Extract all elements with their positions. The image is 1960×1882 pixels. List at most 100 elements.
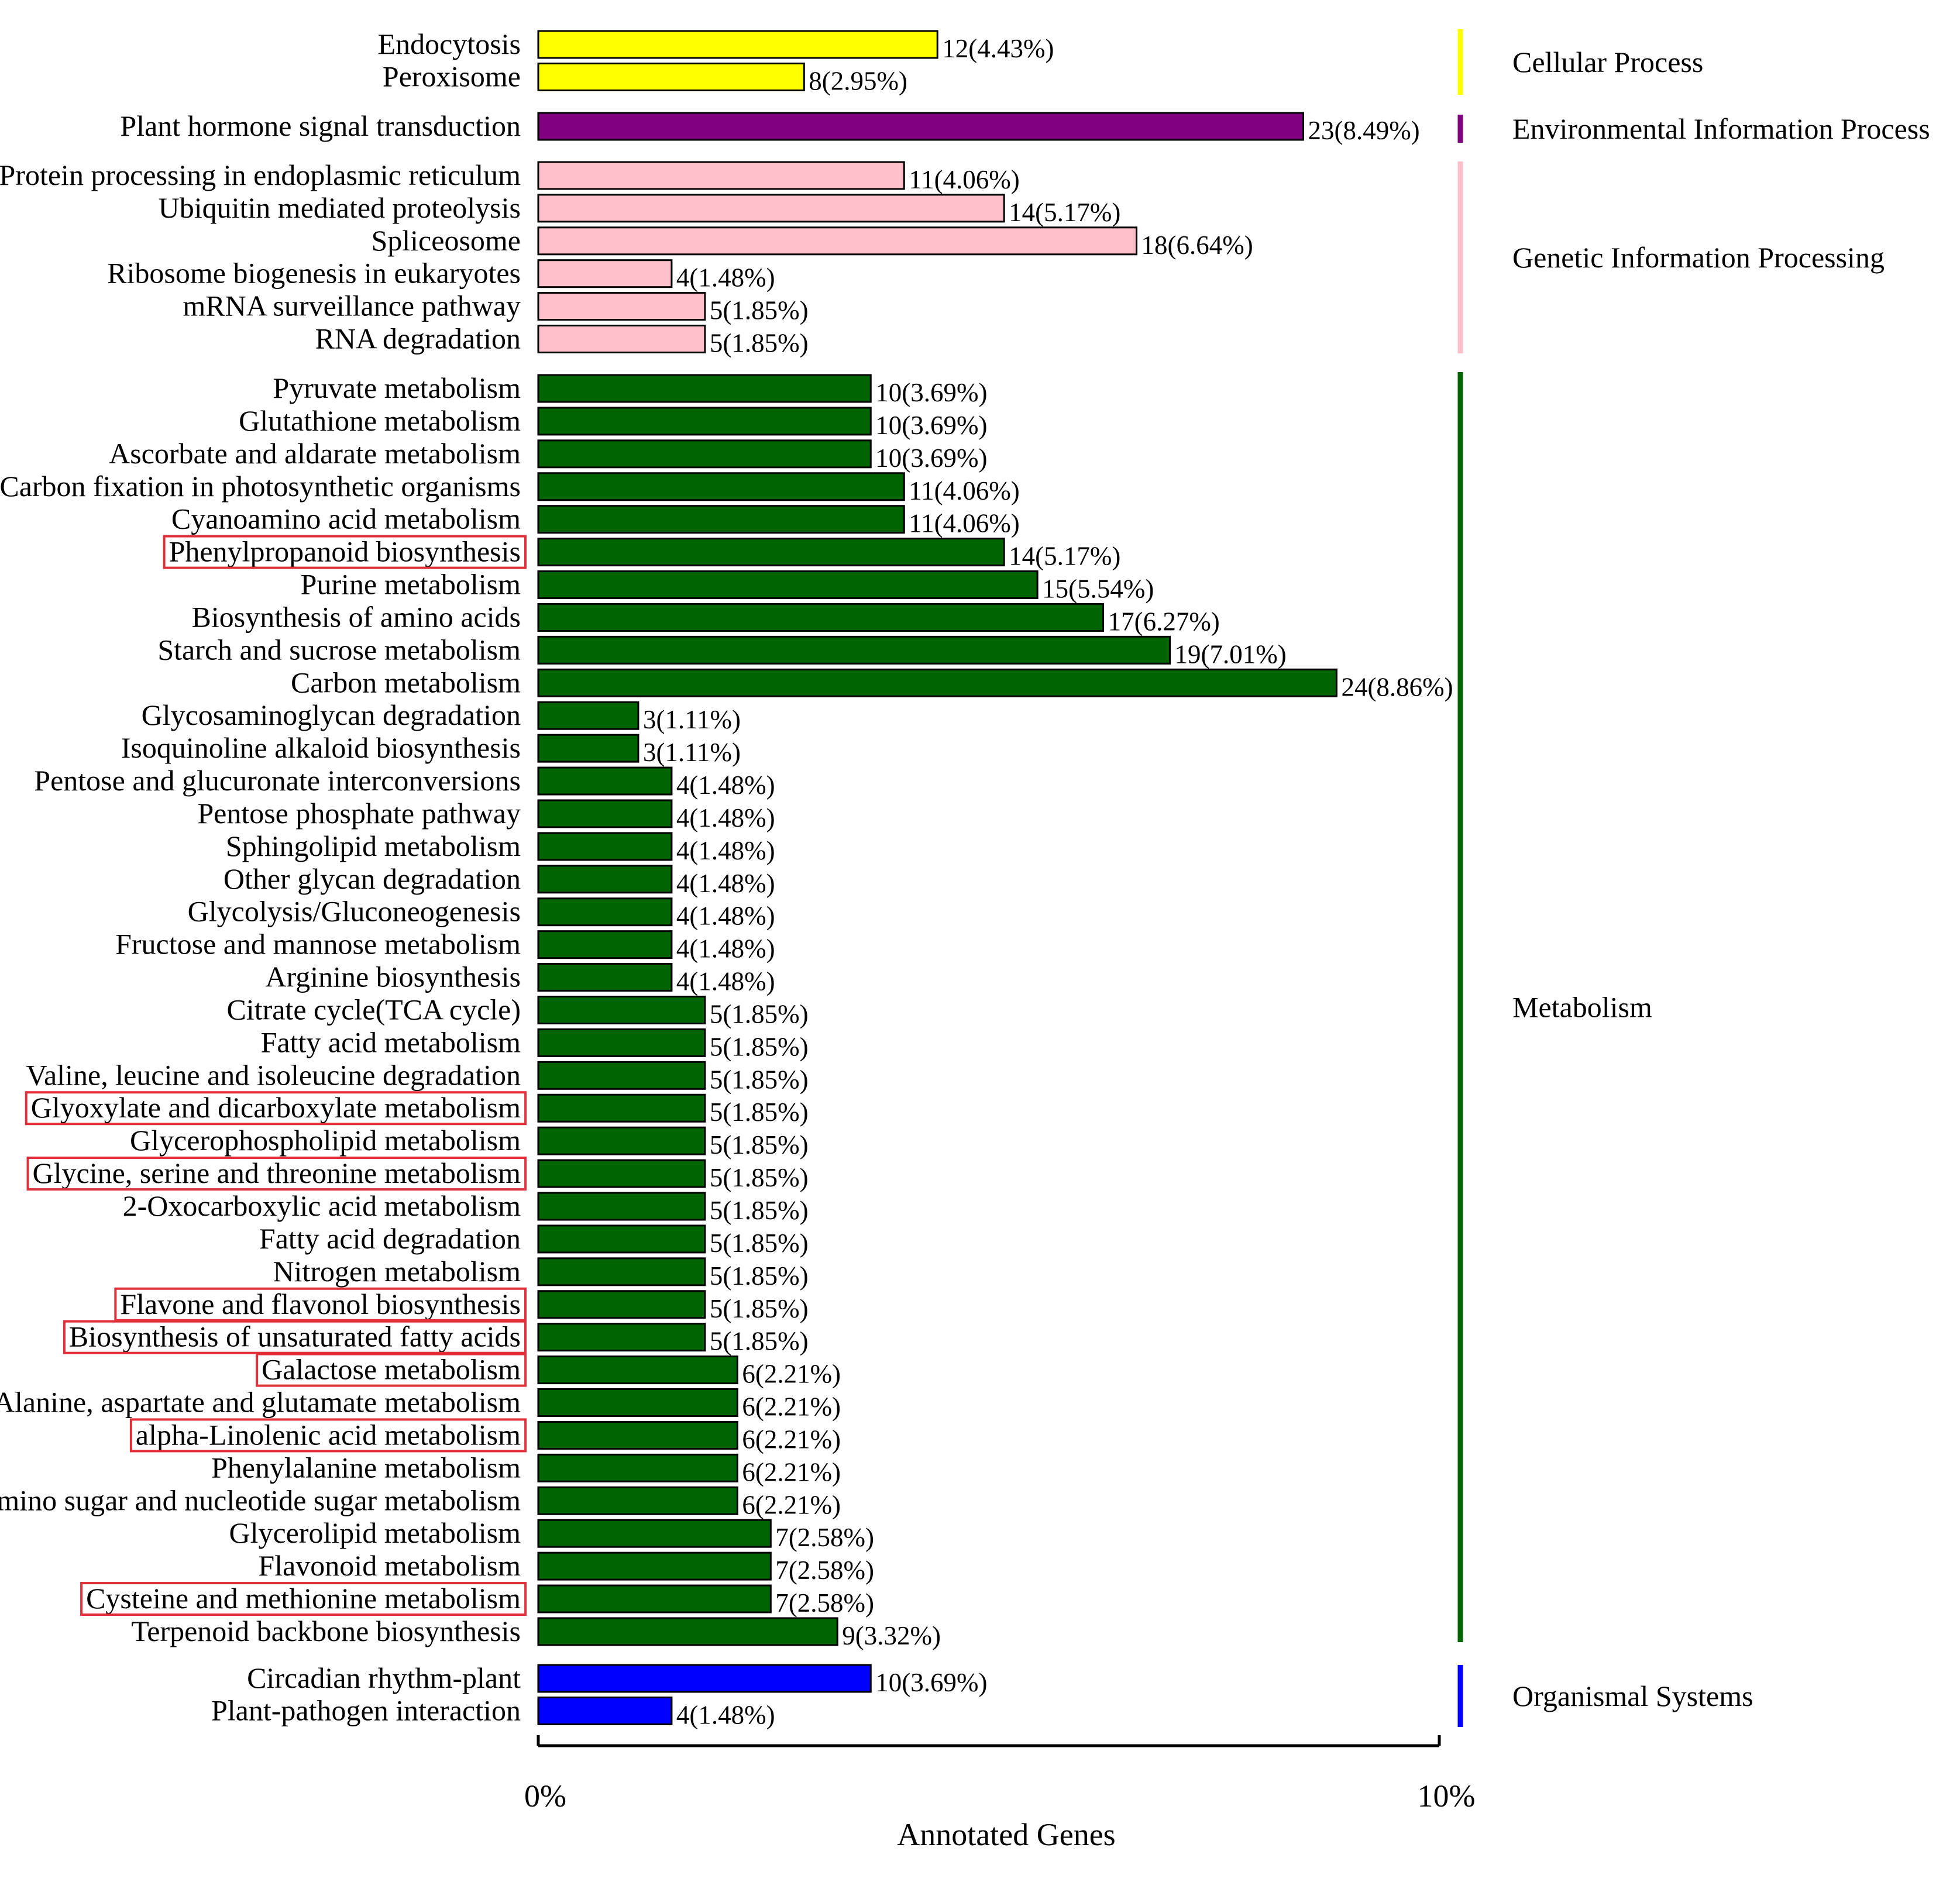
- bar: [537, 1159, 706, 1188]
- bar: [537, 161, 905, 190]
- value-label: 7(2.58%): [775, 1523, 874, 1552]
- bar: [537, 1290, 706, 1319]
- category-label: Fatty acid metabolism: [261, 1026, 521, 1058]
- bar: [537, 603, 1105, 632]
- value-label: 4(1.48%): [676, 1701, 775, 1730]
- value-label: 10(3.69%): [875, 443, 987, 473]
- value-label: 14(5.17%): [1009, 542, 1120, 571]
- category-label: Circadian rhythm-plant: [247, 1661, 521, 1694]
- bar: [537, 1257, 706, 1286]
- value-label: 11(4.06%): [909, 509, 1020, 538]
- category-label: Glyoxylate and dicarboxylate metabolism: [31, 1091, 521, 1124]
- category-label: RNA degradation: [315, 322, 521, 355]
- category-label: Phenylpropanoid biosynthesis: [169, 535, 521, 568]
- value-label: 3(1.11%): [643, 738, 741, 767]
- highlight-box: [163, 535, 527, 569]
- category-label: Fructose and mannose metabolism: [115, 928, 521, 961]
- bar: [537, 1551, 772, 1581]
- highlight-box: [256, 1353, 527, 1387]
- bar: [537, 407, 872, 436]
- value-label: 11(4.06%): [909, 165, 1020, 194]
- category-label: Carbon fixation in photosynthetic organi…: [0, 470, 521, 503]
- bar: [537, 1519, 772, 1548]
- bar: [537, 832, 673, 861]
- highlight-box: [26, 1157, 527, 1191]
- bar: [537, 439, 872, 469]
- value-label: 5(1.85%): [710, 1261, 809, 1291]
- value-label: 5(1.85%): [710, 1163, 809, 1192]
- value-label: 6(2.21%): [742, 1392, 841, 1422]
- value-label: 3(1.11%): [643, 705, 741, 734]
- category-label: Cysteine and methionine metabolism: [86, 1582, 521, 1615]
- category-label: Glycine, serine and threonine metabolism: [33, 1157, 521, 1189]
- value-label: 4(1.48%): [676, 803, 775, 832]
- bar: [537, 1584, 772, 1613]
- category-label: Cyanoamino acid metabolism: [171, 503, 521, 535]
- bar: [537, 63, 805, 91]
- value-label: 5(1.85%): [710, 1229, 809, 1258]
- value-label: 15(5.54%): [1042, 574, 1154, 604]
- category-label: Pentose phosphate pathway: [197, 797, 521, 830]
- value-label: 6(2.21%): [742, 1360, 841, 1389]
- x-axis-title: Annotated Genes: [897, 1817, 1115, 1852]
- category-label: Ribosome biogenesis in eukaryotes: [107, 257, 521, 290]
- category-label: Pentose and glucuronate interconversions: [34, 764, 521, 797]
- bar: [537, 1192, 706, 1221]
- bar: [537, 668, 1337, 697]
- bar: [537, 1323, 706, 1352]
- group-label: Cellular Process: [1512, 46, 1703, 78]
- bar: [537, 1028, 706, 1057]
- category-label: Flavone and flavonol biosynthesis: [120, 1288, 521, 1320]
- category-label: Isoquinoline alkaloid biosynthesis: [121, 731, 521, 764]
- value-label: 10(3.69%): [875, 1668, 987, 1697]
- category-label: Valine, leucine and isoleucine degradati…: [26, 1058, 521, 1091]
- x-tick-label: 10%: [1418, 1778, 1476, 1814]
- category-label: Endocytosis: [378, 27, 521, 60]
- value-label: 5(1.85%): [710, 329, 809, 358]
- value-label: 5(1.85%): [710, 1097, 809, 1127]
- value-label: 18(6.64%): [1141, 230, 1253, 260]
- value-label: 6(2.21%): [742, 1425, 841, 1454]
- bar: [537, 734, 639, 763]
- bar: [537, 1486, 738, 1515]
- category-label: Glycolysis/Gluconeogenesis: [188, 895, 521, 928]
- bar: [537, 1453, 738, 1482]
- category-label: Purine metabolism: [301, 568, 521, 601]
- bar: [537, 1224, 706, 1254]
- highlight-box: [129, 1418, 527, 1453]
- bar: [537, 865, 673, 894]
- value-label: 5(1.85%): [710, 1294, 809, 1323]
- value-label: 5(1.85%): [710, 296, 809, 325]
- category-label: Fatty acid degradation: [259, 1222, 521, 1255]
- category-label: Terpenoid backbone biosynthesis: [131, 1615, 521, 1647]
- value-label: 5(1.85%): [710, 999, 809, 1028]
- category-label: Glutathione metabolism: [239, 404, 521, 437]
- value-label: 4(1.48%): [676, 869, 775, 898]
- bar: [537, 897, 673, 927]
- value-label: 10(3.69%): [875, 411, 987, 440]
- bar: [537, 194, 1005, 223]
- bar: [537, 930, 673, 959]
- category-label: Galactose metabolism: [262, 1353, 521, 1386]
- group-label: Genetic Information Processing: [1512, 241, 1885, 274]
- highlight-box: [25, 1091, 527, 1126]
- value-label: 4(1.48%): [676, 836, 775, 865]
- category-label: Spliceosome: [371, 224, 521, 257]
- bar: [537, 995, 706, 1024]
- category-label: 2-Oxocarboxylic acid metabolism: [123, 1189, 521, 1222]
- bar: [537, 30, 938, 59]
- value-label: 5(1.85%): [710, 1327, 809, 1356]
- bar: [537, 963, 673, 992]
- category-label: Glycerophospholipid metabolism: [130, 1124, 521, 1157]
- bar: [537, 766, 673, 796]
- group-3: Pyruvate metabolism 10(3.69%) Glutathione …: [0, 371, 1652, 1650]
- value-label: 10(3.69%): [875, 378, 987, 407]
- bar: [537, 1061, 706, 1090]
- bar: [537, 259, 673, 288]
- category-label: Peroxisome: [383, 60, 521, 93]
- category-label: Flavonoid metabolism: [258, 1549, 521, 1582]
- highlight-box: [80, 1582, 527, 1616]
- group-1: Plant hormone signal transduction 23(8.49…: [120, 109, 1930, 145]
- bar: [537, 325, 706, 353]
